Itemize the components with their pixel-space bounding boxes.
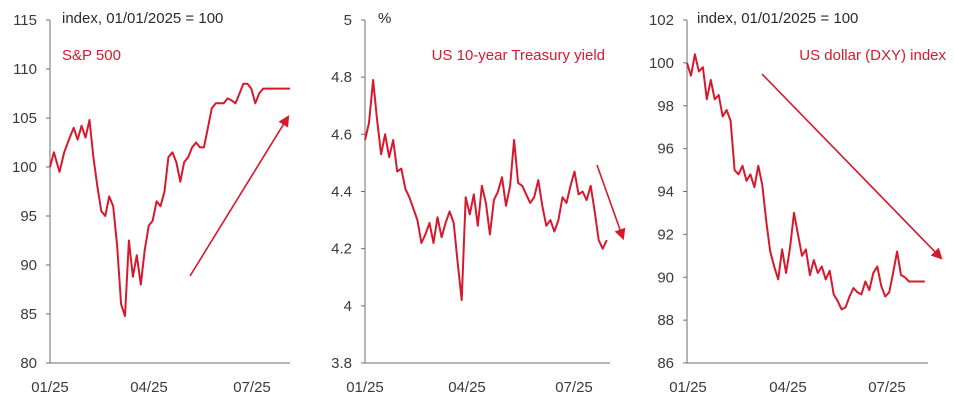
chart-panel-2: 5 4.8 4.6 4.4 4.2 4 3.8 01/25 04/25 07/25% US 10-y… [331,10,626,396]
y-tick-label: 110 [13,61,37,78]
y-tick-label: 3.8 [331,355,352,372]
x-tick-label: 01/25 [31,379,69,396]
x-tick-label: 07/25 [233,379,271,396]
y-tick-label: 5 [344,12,352,29]
x-tick-label: 01/25 [669,379,707,396]
y-tick-label: 105 [12,110,37,127]
y-tick-label: 80 [20,355,37,372]
series-line [686,53,925,311]
y-tick-label: 4.2 [331,241,352,258]
x-tick-label: 04/25 [448,379,486,396]
y-tick-label: 98 [657,98,674,115]
unit-label: index, 01/01/2025 = 100 [62,10,223,27]
series-title: US dollar (DXY) index [799,47,946,64]
y-tick-label: 4.6 [331,126,352,143]
series-line [49,82,290,317]
y-tick-label: 92 [657,226,674,243]
y-tick-label: 85 [20,306,37,323]
trend-arrow [596,164,626,241]
chart-panel-3: 102 100 98 96 94 92 90 88 86 01/25 04/25 07/25 index… [649,10,947,396]
trend-arrow [189,115,290,277]
series-line [364,79,608,302]
trend-arrow [761,73,943,260]
y-tick-label: 100 [12,159,37,176]
chart-panel-1: 115 110 105 100 95 90 85 80 01/25 04/25 07/25 index… [12,10,290,396]
y-tick-label: 4 [344,298,352,315]
y-tick-label: 115 [13,12,37,29]
unit-label: % [378,10,391,27]
y-tick-label: 90 [657,269,674,286]
x-tick-label: 07/25 [555,379,593,396]
y-tick-label: 96 [657,141,674,158]
unit-label: index, 01/01/2025 = 100 [697,10,858,27]
y-tick-label: 86 [657,355,674,372]
series-title: S&P 500 [62,47,121,64]
y-tick-label: 95 [20,208,37,225]
x-tick-label: 07/25 [868,379,906,396]
y-tick-label: 94 [657,184,674,201]
x-tick-label: 04/25 [769,379,807,396]
y-tick-label: 100 [649,55,674,72]
y-tick-label: 4.4 [331,184,352,201]
y-tick-label: 102 [649,12,674,29]
x-tick-label: 04/25 [130,379,168,396]
x-tick-label: 01/25 [346,379,384,396]
y-tick-label: 90 [20,257,37,274]
y-tick-label: 88 [657,312,674,329]
series-title: US 10-year Treasury yield [432,47,605,64]
y-tick-label: 4.8 [331,69,352,86]
